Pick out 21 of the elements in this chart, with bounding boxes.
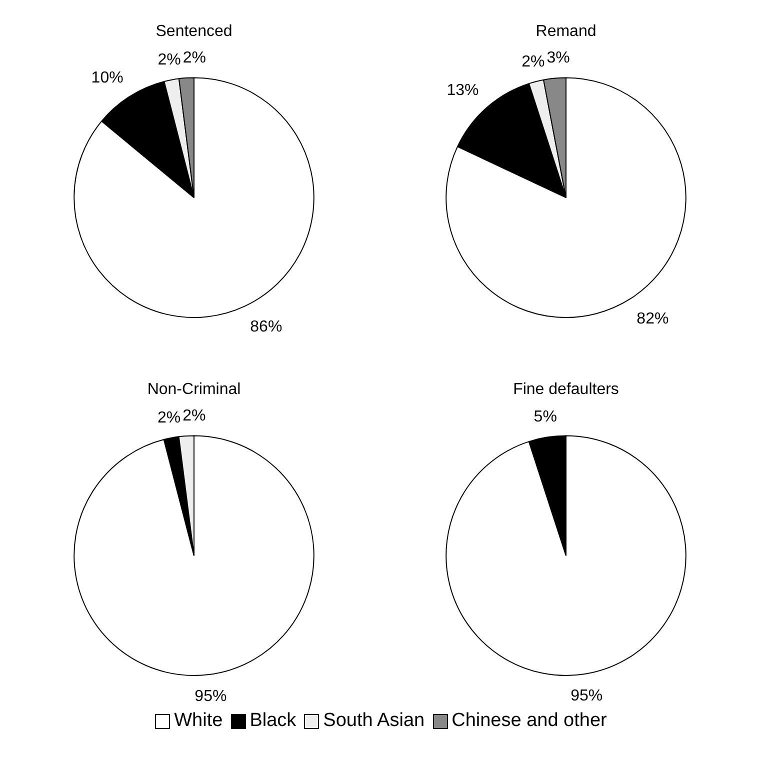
legend-label: South Asian — [323, 710, 425, 732]
data-label: 2% — [157, 409, 181, 426]
data-label: 2% — [182, 407, 206, 424]
chart-title: Remand — [536, 23, 596, 40]
legend-label: White — [174, 710, 223, 732]
chart-title: Sentenced — [156, 23, 232, 40]
data-label: 95% — [194, 688, 227, 705]
data-label: 3% — [546, 50, 570, 67]
chart-title: Fine defaulters — [513, 381, 619, 398]
data-label: 86% — [250, 318, 282, 336]
data-label: 2% — [522, 53, 545, 70]
data-label: 2% — [158, 51, 181, 68]
data-label: 2% — [182, 49, 206, 66]
data-label: 5% — [534, 408, 557, 426]
legend-label: Black — [250, 710, 296, 732]
data-label: 10% — [91, 70, 124, 87]
legend-label: Chinese and other — [452, 710, 607, 732]
data-label: 82% — [636, 310, 669, 328]
data-label: 95% — [570, 687, 603, 704]
data-label: 13% — [446, 82, 479, 100]
chart-title: Non-Criminal — [147, 381, 241, 398]
